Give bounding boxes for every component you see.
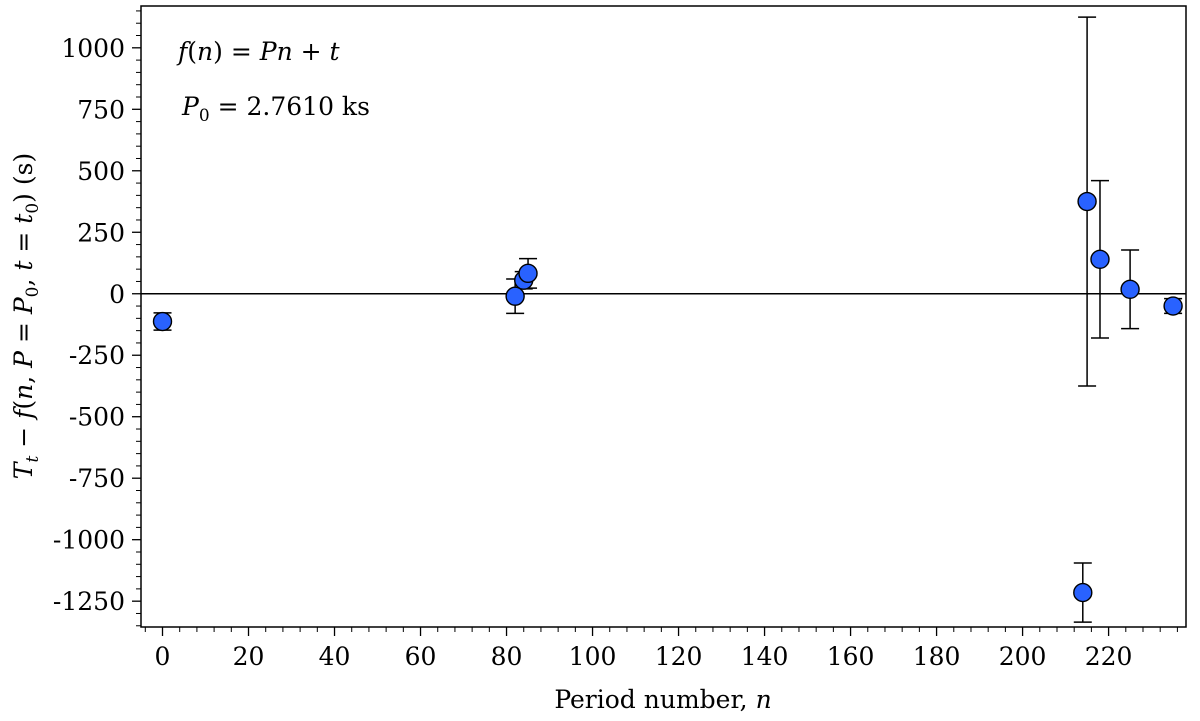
y-tick-label: -500 [69, 403, 125, 432]
x-tick-label: 160 [827, 642, 875, 671]
y-tick-label: -750 [69, 464, 125, 493]
x-tick-label: 220 [1085, 642, 1133, 671]
x-tick-label: 40 [319, 642, 351, 671]
y-tick-label: -1250 [53, 587, 125, 616]
x-tick-label: 120 [655, 642, 703, 671]
data-point [518, 263, 538, 284]
x-tick-label: 100 [569, 642, 617, 671]
major-ticks [132, 47, 1110, 636]
data-points [152, 191, 1183, 603]
data-point [1120, 279, 1140, 300]
period-annotation: P0 = 2.7610 ks [181, 92, 370, 126]
minor-ticks [136, 10, 1178, 632]
data-point [1077, 191, 1097, 212]
x-tick-label: 20 [233, 642, 265, 671]
y-tick-label: 0 [109, 280, 125, 309]
y-tick-label: -1000 [53, 526, 125, 555]
y-tick-labels: 1000 750 500 250 0 -250 -500 -750 -1000 -1250 [53, 34, 125, 616]
x-tick-label: 80 [491, 642, 523, 671]
model-annotation: f(n) = Pn + t [176, 37, 341, 66]
y-tick-label: 750 [77, 95, 125, 124]
x-tick-label: 0 [155, 642, 171, 671]
data-point [1163, 296, 1183, 316]
y-tick-label: -250 [69, 341, 125, 370]
data-point [505, 286, 525, 306]
x-tick-label: 140 [741, 642, 789, 671]
y-tick-label: 250 [77, 218, 125, 247]
x-tick-label: 200 [999, 642, 1047, 671]
plot-frame [140, 5, 1187, 628]
x-tick-label: 60 [405, 642, 437, 671]
data-point [152, 311, 173, 332]
y-axis-title: Tt − f(n, P = P0, t = t0) (s) [9, 153, 43, 479]
data-point [1090, 249, 1110, 270]
y-tick-label: 1000 [61, 34, 125, 63]
data-point [1073, 582, 1093, 603]
x-tick-labels: 0 20 40 60 80 100 120 140 160 180 200 220 [155, 642, 1133, 671]
x-axis-title: Period number, n [554, 685, 771, 714]
x-tick-label: 180 [913, 642, 961, 671]
y-tick-label: 500 [77, 157, 125, 186]
